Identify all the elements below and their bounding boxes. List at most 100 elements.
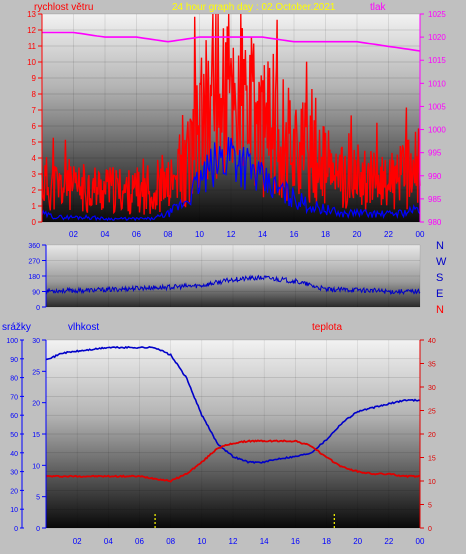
direction-tick-label: 360 [28, 243, 40, 250]
x-tick-label: 04 [104, 537, 113, 546]
wind-tick-label: 9 [32, 74, 37, 83]
wind-tick-label: 11 [28, 42, 37, 51]
wind-x-tick-label: 10 [195, 230, 204, 239]
temperature-tick-label: 25 [428, 409, 436, 416]
rain-tick-label: 10 [10, 507, 18, 514]
temperature-tick-label: 10 [428, 479, 436, 486]
x-tick-label: 18 [322, 537, 331, 546]
pressure-label: tlak [370, 2, 387, 13]
humidity-tick-label: 25 [32, 369, 40, 376]
humidity-line [45, 345, 421, 464]
temperature-tick-label: 5 [428, 503, 432, 510]
wind-x-tick-label: 14 [258, 230, 267, 239]
pressure-tick-label: 1015 [428, 56, 446, 65]
pressure-tick-label: 985 [428, 195, 442, 204]
wind-tick-label: 7 [32, 106, 37, 115]
wind-tick-label: 1 [32, 202, 37, 211]
pressure-tick-label: 980 [428, 218, 442, 227]
x-tick-label: 06 [135, 537, 144, 546]
wind-x-tick-label: 18 [321, 230, 330, 239]
wind-tick-label: 12 [27, 26, 36, 35]
x-tick-label: 00 [416, 537, 425, 546]
temperature-tick-label: 20 [428, 432, 436, 439]
direction-tick-label: 180 [28, 274, 40, 281]
temperature-tick-label: 30 [428, 385, 436, 392]
series-humidity-temperature [45, 345, 421, 528]
x-tick-label: 20 [353, 537, 362, 546]
pressure-line [42, 31, 421, 52]
pressure-tick-label: 1005 [428, 102, 446, 111]
temperature-label: teplota [312, 322, 342, 333]
temperature-line [45, 439, 421, 483]
wind-direction-line [45, 274, 421, 295]
wind-x-tick-label: 08 [164, 230, 173, 239]
humidity-tick-label: 5 [36, 495, 40, 502]
wind-tick-label: 4 [32, 154, 37, 163]
compass-n-top: N [436, 240, 444, 252]
wind-speed-line [41, 13, 421, 215]
direction-tick-label: 90 [32, 290, 40, 297]
tick-labels: 0123456789101112139809859909951000100510… [6, 10, 446, 546]
wind-tick-label: 5 [32, 138, 37, 147]
pressure-tick-label: 1000 [428, 126, 446, 135]
rain-tick-label: 60 [10, 413, 18, 420]
pressure-tick-label: 995 [428, 149, 442, 158]
rain-label: srážky [2, 322, 31, 333]
compass-s: S [436, 272, 443, 284]
x-tick-label: 08 [166, 537, 175, 546]
plot-area-direction [46, 245, 420, 307]
wind-tick-label: 6 [32, 122, 37, 131]
rain-tick-label: 40 [10, 451, 18, 458]
wind-x-tick-label: 00 [416, 230, 425, 239]
humidity-tick-label: 15 [32, 432, 40, 439]
temperature-tick-label: 40 [428, 338, 436, 345]
x-tick-label: 22 [384, 537, 393, 546]
plot-area-humidity [46, 340, 420, 528]
rain-tick-label: 50 [10, 432, 18, 439]
wind-x-tick-label: 12 [227, 230, 236, 239]
wind-x-tick-label: 04 [101, 230, 110, 239]
wind-x-tick-label: 02 [69, 230, 78, 239]
chart-title: 24 hour graph day : 02.October.2021 [172, 2, 336, 13]
wind-speed-label: rychlost větru [34, 2, 93, 13]
wind-tick-label: 3 [32, 170, 37, 179]
x-tick-label: 12 [229, 537, 238, 546]
wind-tick-label: 13 [27, 10, 36, 19]
pressure-tick-label: 1010 [428, 79, 446, 88]
x-tick-label: 10 [197, 537, 206, 546]
pressure-tick-label: 1020 [428, 33, 446, 42]
wind-average-line [41, 137, 421, 222]
humidity-tick-label: 10 [32, 463, 40, 470]
series-wind-pressure [41, 13, 421, 222]
rain-tick-label: 20 [10, 488, 18, 495]
pressure-tick-label: 1025 [428, 10, 446, 19]
compass-e: E [436, 288, 443, 300]
wind-tick-label: 10 [27, 58, 36, 67]
compass-n-bottom: N [436, 304, 444, 316]
compass-w: W [436, 256, 447, 268]
temperature-tick-label: 0 [428, 526, 432, 533]
wind-x-tick-label: 16 [290, 230, 299, 239]
series-direction [45, 274, 421, 295]
rain-tick-label: 0 [14, 526, 18, 533]
pressure-tick-label: 990 [428, 172, 442, 181]
humidity-tick-label: 30 [32, 338, 40, 345]
grid-direction [46, 244, 421, 308]
rain-tick-label: 80 [10, 376, 18, 383]
wind-x-tick-label: 06 [132, 230, 141, 239]
direction-tick-label: 0 [36, 305, 40, 312]
wind-tick-label: 8 [32, 90, 37, 99]
x-tick-label: 02 [73, 537, 82, 546]
rain-tick-label: 30 [10, 470, 18, 477]
humidity-label: vlhkost [68, 322, 99, 333]
temperature-tick-label: 35 [428, 362, 436, 369]
rain-tick-label: 90 [10, 357, 18, 364]
humidity-tick-label: 20 [32, 401, 40, 408]
wind-tick-label: 2 [32, 186, 37, 195]
wind-x-tick-label: 20 [353, 230, 362, 239]
temperature-tick-label: 15 [428, 456, 436, 463]
rain-tick-label: 100 [6, 338, 18, 345]
rain-tick-label: 70 [10, 394, 18, 401]
